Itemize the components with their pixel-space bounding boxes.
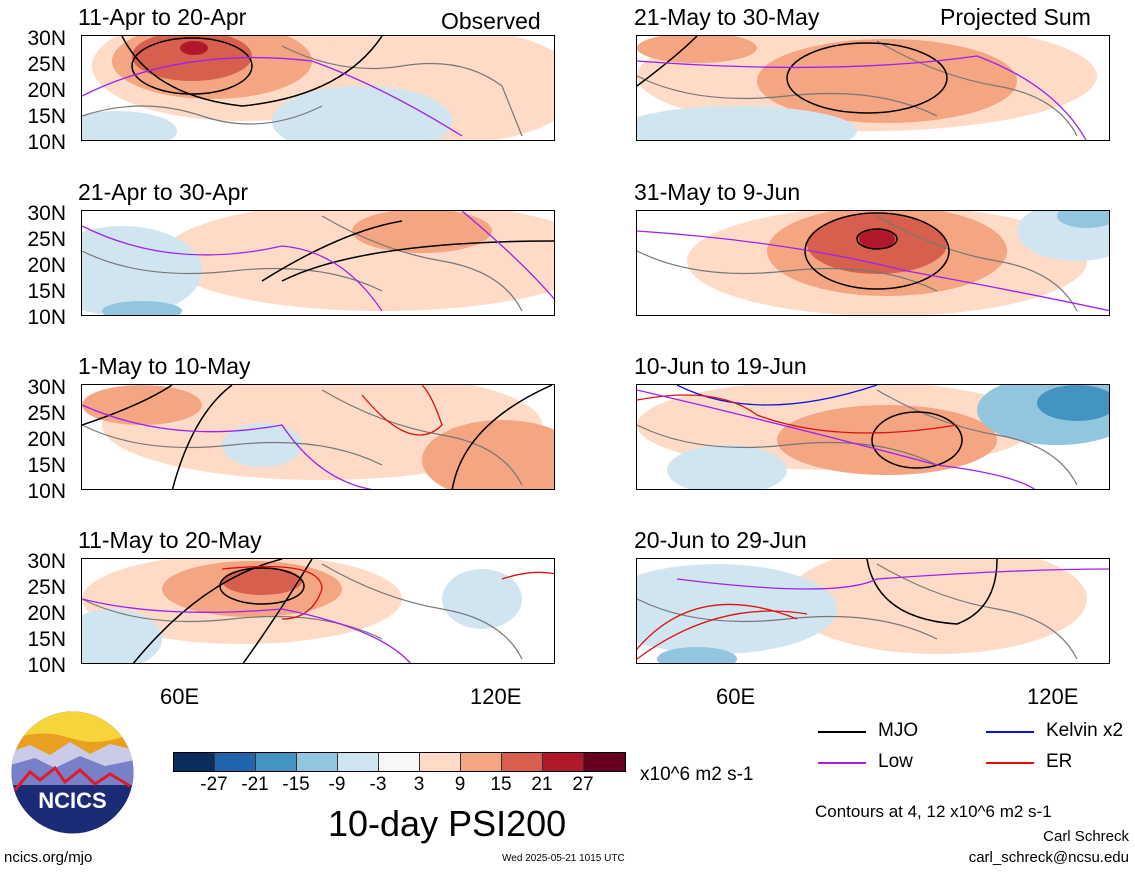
- legend-label-mjo: MJO: [878, 720, 919, 741]
- legend-line-mjo: [818, 731, 866, 733]
- lat-label-l4-15n: 15N: [27, 628, 66, 651]
- lon-label-left-120e: 120E: [470, 684, 522, 709]
- map-panel-right-1: [636, 35, 1110, 141]
- lat-label-l2-30n: 30N: [27, 202, 66, 225]
- colorbar-swatch: [420, 753, 461, 771]
- timestamp: Wed 2025-05-21 1015 UTC: [502, 853, 625, 864]
- panel-title-right-3: 10-Jun to 19-Jun: [634, 353, 807, 379]
- colorbar-swatch: [256, 753, 297, 771]
- colorbar-tick: -15: [282, 774, 310, 795]
- colorbar-swatch: [338, 753, 379, 771]
- panel-title-left-1: 11-Apr to 20-Apr: [78, 4, 247, 30]
- lon-label-right-120e: 120E: [1027, 684, 1079, 709]
- colorbar-tick: -21: [241, 774, 269, 795]
- colorbar-tick: -3: [369, 774, 387, 795]
- lat-label-l1-20n: 20N: [27, 79, 66, 102]
- colorbar-tick: -27: [200, 774, 228, 795]
- legend-label-er: ER: [1046, 751, 1073, 772]
- colorbar-swatch: [543, 753, 584, 771]
- lon-label-left-60e: 60E: [160, 684, 200, 709]
- legend-label-kelvin: Kelvin x2: [1046, 720, 1124, 741]
- map-panel-left-3: [81, 384, 555, 490]
- panel-title-right-4: 20-Jun to 29-Jun: [634, 527, 807, 553]
- lat-label-l3-20n: 20N: [27, 428, 66, 451]
- lat-label-l3-30n: 30N: [27, 376, 66, 399]
- colorbar-units: x10^6 m2 s-1: [640, 764, 754, 785]
- lat-label-l4-25n: 25N: [27, 576, 66, 599]
- colorbar-swatch: [584, 753, 625, 771]
- lat-label-l1-30n: 30N: [27, 27, 66, 50]
- colorbar: [173, 752, 626, 772]
- map-panel-right-4: [636, 558, 1110, 664]
- map-panel-right-3: [636, 384, 1110, 490]
- lat-label-l1-25n: 25N: [27, 53, 66, 76]
- author-name: Carl Schreck: [1043, 828, 1129, 845]
- logo-text: NCICS: [38, 788, 107, 813]
- lat-label-l4-20n: 20N: [27, 602, 66, 625]
- ncics-logo: NCICS: [10, 710, 135, 835]
- figure-title: 10-day PSI200: [328, 803, 567, 844]
- panel-title-right-1: 21-May to 30-May: [634, 4, 820, 30]
- colorbar-tick: 15: [490, 774, 512, 795]
- legend-line-kelvin: [986, 731, 1034, 733]
- observed-label: Observed: [441, 8, 541, 34]
- lat-label-l2-25n: 25N: [27, 228, 66, 251]
- map-panel-left-4: [81, 558, 555, 664]
- author-email[interactable]: carl_schreck@ncsu.edu: [968, 849, 1129, 866]
- colorbar-tick: -9: [328, 774, 346, 795]
- panel-title-left-3: 1-May to 10-May: [78, 353, 251, 379]
- lon-label-right-60e: 60E: [716, 684, 756, 709]
- contour-note: Contours at 4, 12 x10^6 m2 s-1: [815, 802, 1052, 821]
- colorbar-swatch: [461, 753, 502, 771]
- map-panel-right-2: [636, 210, 1110, 316]
- lat-label-l2-10n: 10N: [27, 306, 66, 329]
- colorbar-swatch: [379, 753, 420, 771]
- panel-title-left-4: 11-May to 20-May: [78, 527, 262, 553]
- legend-label-low: Low: [878, 751, 913, 772]
- colorbar-tick: 3: [413, 774, 425, 795]
- lat-label-l1-15n: 15N: [27, 105, 66, 128]
- lat-label-l4-10n: 10N: [27, 654, 66, 677]
- panel-title-right-2: 31-May to 9-Jun: [634, 179, 801, 205]
- lat-label-l2-20n: 20N: [27, 254, 66, 277]
- projected-sum-label: Projected Sum: [940, 4, 1091, 30]
- colorbar-tick: 21: [531, 774, 553, 795]
- legend-line-low: [818, 762, 866, 764]
- colorbar-swatch: [174, 753, 215, 771]
- lat-label-l4-30n: 30N: [27, 550, 66, 573]
- colorbar-tick: 27: [572, 774, 594, 795]
- colorbar-swatch: [297, 753, 338, 771]
- map-panel-left-1: [81, 35, 555, 141]
- lat-label-l2-15n: 15N: [27, 280, 66, 303]
- colorbar-tick: 9: [454, 774, 466, 795]
- lat-label-l1-10n: 10N: [27, 131, 66, 154]
- lat-label-l3-10n: 10N: [27, 480, 66, 503]
- lat-label-l3-15n: 15N: [27, 454, 66, 477]
- legend-line-er: [986, 762, 1034, 764]
- map-panel-left-2: [81, 210, 555, 316]
- website-link[interactable]: ncics.org/mjo: [4, 849, 93, 866]
- lat-label-l3-25n: 25N: [27, 402, 66, 425]
- colorbar-swatch: [502, 753, 543, 771]
- colorbar-swatch: [215, 753, 256, 771]
- panel-title-left-2: 21-Apr to 30-Apr: [78, 179, 249, 205]
